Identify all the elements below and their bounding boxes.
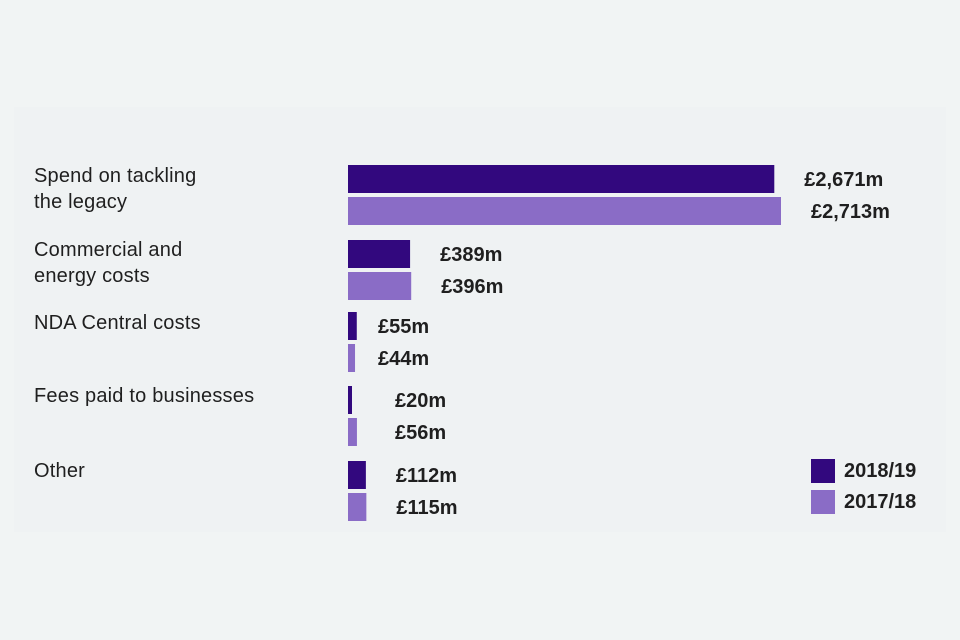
category-label: Fees paid to businesses xyxy=(34,385,254,407)
category-label: Other xyxy=(34,460,85,482)
value-label: £2,713m xyxy=(811,201,890,223)
value-label: £44m xyxy=(378,348,429,370)
value-label: £20m xyxy=(395,390,446,412)
legend: 2018/19 2017/18 xyxy=(811,459,916,514)
value-label: £55m xyxy=(378,316,429,338)
value-label: £112m xyxy=(396,465,457,487)
category-label: Spend on tackling the legacy xyxy=(34,165,196,213)
bar-2018-19 xyxy=(348,386,352,414)
bar-2017-18 xyxy=(348,272,412,300)
bar-2017-18 xyxy=(348,418,357,446)
value-label: £115m xyxy=(396,497,457,519)
bar-2018-19 xyxy=(348,240,411,268)
category-label: Commercial and energy costs xyxy=(34,239,182,287)
value-labels: £2,671m £2,713m £389m £396m £55m £44m £20m £56m… xyxy=(378,169,890,519)
category-label: NDA Central costs xyxy=(34,312,201,334)
bar-2018-19 xyxy=(348,312,357,340)
legend-swatch xyxy=(811,459,835,483)
category-labels: Spend on tackling the legacy Commercial an… xyxy=(34,165,254,482)
value-label: £396m xyxy=(441,276,503,298)
value-label: £2,671m xyxy=(804,169,883,191)
bar-2018-19 xyxy=(348,165,775,193)
value-label: £56m xyxy=(395,422,446,444)
bars xyxy=(348,165,781,521)
bar-2017-18 xyxy=(348,493,367,521)
bar-2018-19 xyxy=(348,461,366,489)
bar-2017-18 xyxy=(348,344,356,372)
value-label: £389m xyxy=(440,244,502,266)
legend-label: 2018/19 xyxy=(844,460,916,482)
legend-label: 2017/18 xyxy=(844,491,916,513)
bar-2017-18 xyxy=(348,197,781,225)
legend-swatch xyxy=(811,490,835,514)
